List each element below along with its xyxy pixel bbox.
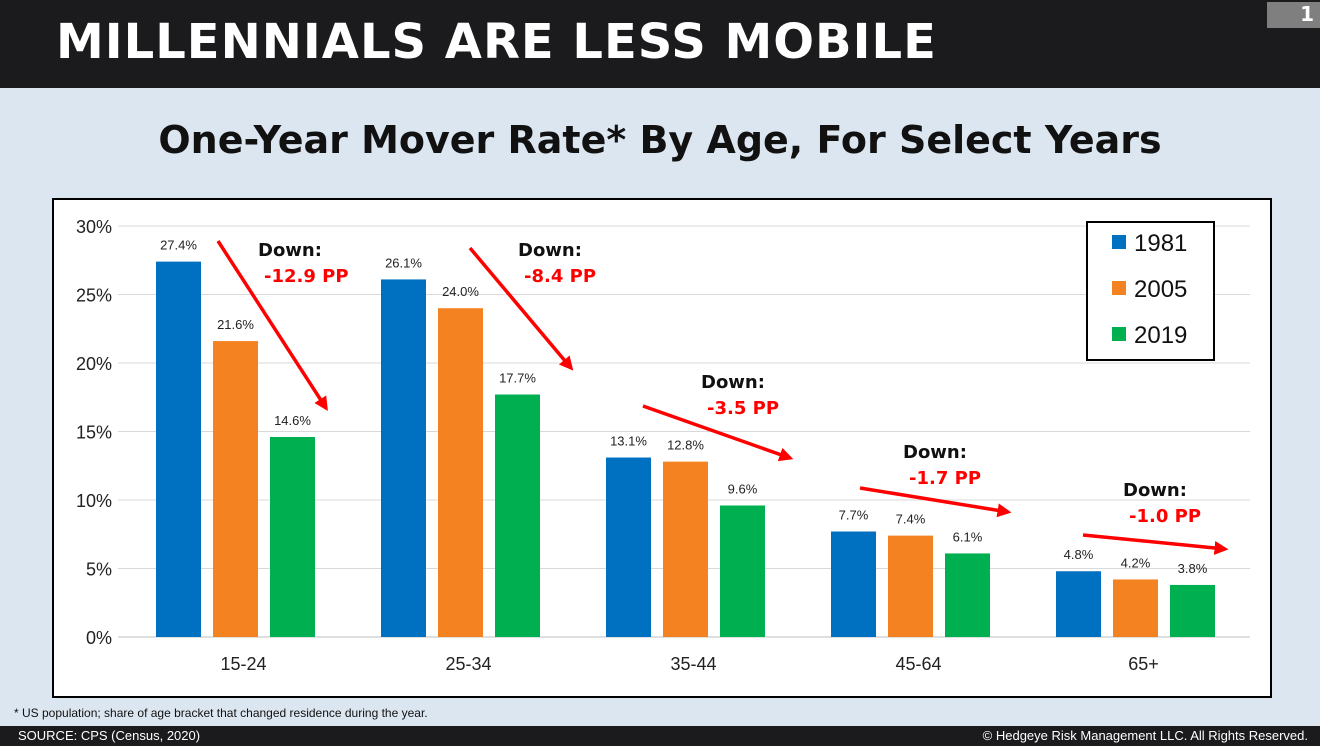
trend-arrow (468, 246, 574, 371)
annotation-label: Down: (903, 442, 967, 463)
data-label: 3.8% (1178, 561, 1208, 576)
legend-swatch-1981 (1112, 235, 1126, 249)
bar-1981 (1056, 571, 1101, 637)
data-label: 14.6% (274, 413, 311, 428)
annotation-value: -12.9 PP (264, 266, 349, 287)
data-label: 27.4% (160, 238, 197, 253)
bar-2005 (888, 535, 933, 637)
slide-title: MILLENNIALS ARE LESS MOBILE (56, 14, 937, 70)
bar-2019 (720, 505, 765, 637)
bar-2005 (213, 341, 258, 637)
bar-2019 (495, 394, 540, 637)
bar-2019 (270, 436, 315, 637)
source-text: SOURCE: CPS (Census, 2020) (18, 728, 201, 743)
legend-label: 1981 (1134, 230, 1187, 257)
data-label: 4.2% (1121, 555, 1151, 570)
bar-2019 (945, 553, 990, 637)
annotation-label: Down: (518, 240, 582, 261)
y-tick-label: 0% (86, 628, 112, 648)
annotation-value: -3.5 PP (707, 398, 779, 419)
legend-swatch-2019 (1112, 327, 1126, 341)
annotation-label: Down: (701, 372, 765, 393)
legend-box (1086, 221, 1215, 361)
data-label: 13.1% (610, 434, 647, 449)
bar-2005 (663, 461, 708, 637)
y-tick-label: 5% (86, 560, 112, 580)
annotation-value: -1.0 PP (1129, 506, 1201, 527)
trend-arrow (642, 404, 794, 462)
data-label: 17.7% (499, 371, 536, 386)
data-label: 6.1% (953, 529, 983, 544)
bar-1981 (606, 457, 651, 637)
footnote: * US population; share of age bracket th… (14, 706, 428, 720)
annotation-label: Down: (1123, 480, 1187, 501)
x-tick-label: 35-44 (670, 654, 716, 674)
annotation-label: Down: (258, 240, 322, 261)
data-label: 7.4% (896, 512, 926, 527)
annotation-value: -1.7 PP (909, 468, 981, 489)
data-label: 4.8% (1064, 547, 1094, 562)
header-bar: MILLENNIALS ARE LESS MOBILE 1 (0, 0, 1320, 88)
legend-label: 2019 (1134, 322, 1187, 349)
chart-title: One-Year Mover Rate* By Age, For Select … (158, 118, 1162, 162)
legend-swatch-2005 (1112, 281, 1126, 295)
trend-arrow (1082, 533, 1229, 555)
y-tick-label: 15% (76, 423, 112, 443)
bar-2005 (1113, 579, 1158, 637)
y-tick-label: 30% (76, 217, 112, 237)
bar-1981 (156, 261, 201, 637)
data-label: 7.7% (839, 508, 869, 523)
legend-label: 2005 (1134, 276, 1187, 303)
y-tick-label: 10% (76, 491, 112, 511)
y-tick-label: 25% (76, 286, 112, 306)
bar-1981 (381, 279, 426, 637)
trend-arrow (859, 486, 1012, 518)
data-label: 9.6% (728, 481, 758, 496)
page-number: 1 (1267, 2, 1320, 28)
bar-2005 (438, 308, 483, 637)
x-tick-label: 65+ (1128, 654, 1159, 674)
y-tick-label: 20% (76, 354, 112, 374)
data-label: 12.8% (667, 438, 704, 453)
x-tick-label: 45-64 (895, 654, 941, 674)
data-label: 26.1% (385, 255, 422, 270)
data-label: 24.0% (442, 284, 479, 299)
trend-arrow (216, 240, 328, 411)
annotation-value: -8.4 PP (524, 266, 596, 287)
bar-2019 (1170, 584, 1215, 637)
copyright-text: © Hedgeye Risk Management LLC. All Right… (982, 728, 1308, 743)
footer-bar: SOURCE: CPS (Census, 2020) © Hedgeye Ris… (0, 726, 1320, 746)
data-label: 21.6% (217, 317, 254, 332)
bar-1981 (831, 531, 876, 637)
x-tick-label: 25-34 (445, 654, 491, 674)
x-tick-label: 15-24 (220, 654, 266, 674)
